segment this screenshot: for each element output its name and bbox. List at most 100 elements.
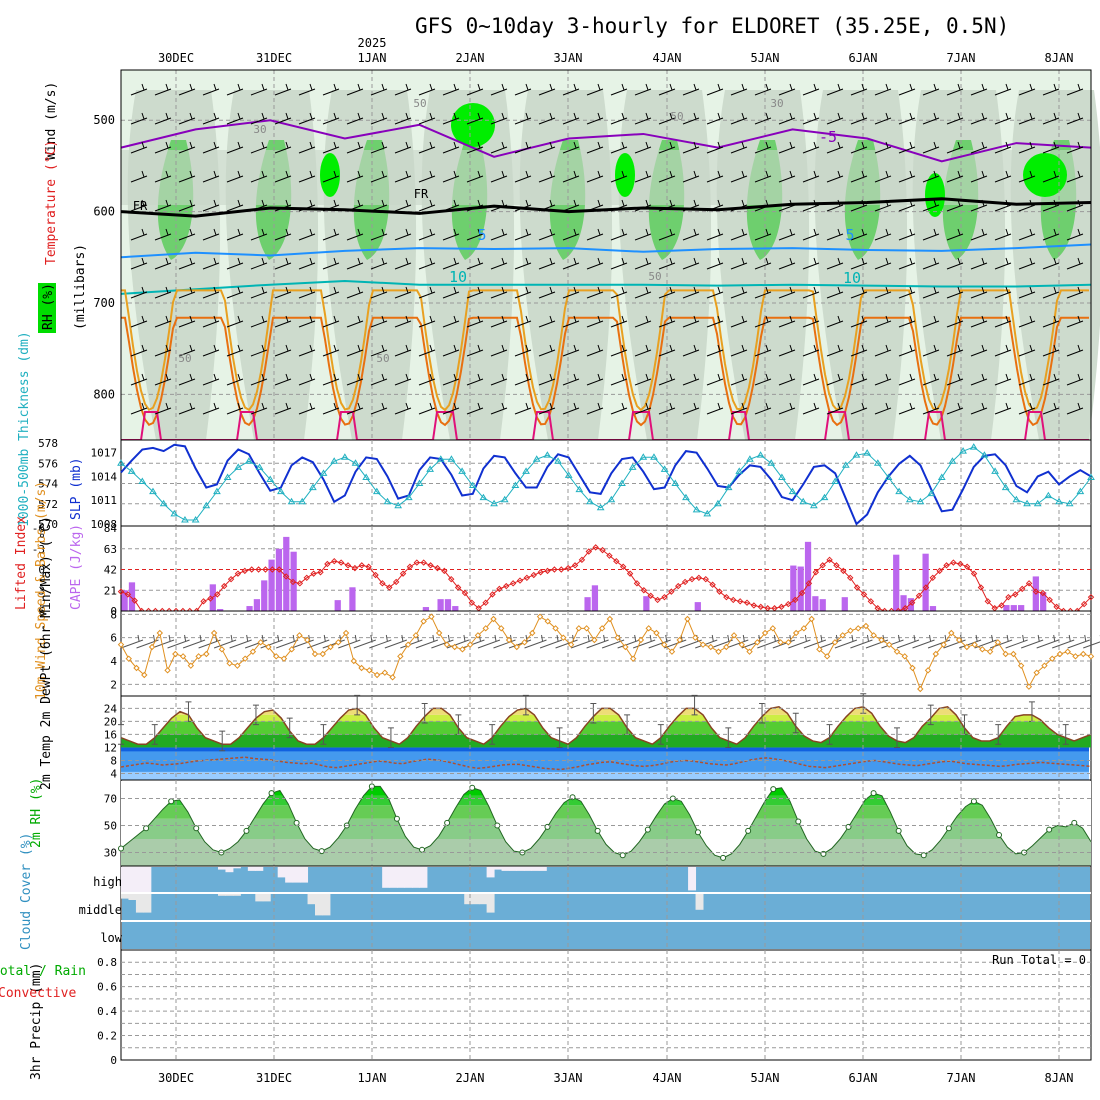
li-point	[1019, 585, 1026, 593]
upper-wind-barb	[826, 315, 844, 328]
upper-wind-barb	[778, 141, 796, 154]
wind-speed-point	[125, 655, 132, 662]
li-point	[1053, 603, 1060, 611]
thickness-point	[991, 467, 999, 474]
upper-wind-barb	[130, 228, 148, 241]
upper-wind-barb	[466, 257, 484, 270]
slp-tick-1017: 1017	[91, 447, 118, 460]
li-point	[675, 582, 682, 590]
upper-wind-barb	[1018, 373, 1036, 386]
upper-wind-barb	[922, 373, 940, 386]
upper-wind-barb	[658, 170, 676, 183]
upper-wind-barb	[226, 402, 244, 415]
upper-wind-barb	[658, 344, 676, 357]
upper-wind-barb	[274, 141, 292, 154]
wind-speed-point	[148, 643, 156, 651]
thickness-point	[969, 443, 978, 450]
cape-bar	[268, 559, 275, 611]
panel-cape-li: -6 -3 0 3 6 84 63 42 21 0 Lifted Index CAPE (J/kg…	[14, 516, 1095, 618]
upper-wind-barb	[610, 228, 628, 241]
wind-speed-point	[389, 674, 396, 681]
upper-wind-barb	[754, 112, 772, 125]
upper-wind-barb	[754, 257, 772, 270]
li-point	[227, 575, 235, 583]
upper-wind-barb	[514, 141, 532, 154]
li-point	[124, 591, 132, 598]
upper-wind-barb	[298, 344, 316, 357]
wind-speed-point	[529, 629, 536, 637]
cloud-high-block	[225, 867, 234, 873]
thickness-point	[500, 495, 509, 503]
cloud-layer-high: high	[93, 875, 122, 889]
wind-speed-point	[203, 650, 210, 658]
cape-tick-21: 21	[104, 584, 117, 597]
li-point	[606, 552, 613, 559]
upper-wind-barb	[130, 344, 148, 357]
isotherm-label-6: 10	[449, 268, 467, 286]
wind-speed-point	[536, 613, 544, 620]
cape-bar	[334, 600, 341, 611]
upper-wind-barb	[346, 257, 364, 270]
upper-wind-barb	[154, 257, 172, 270]
upper-wind-barb	[322, 170, 340, 183]
li-point	[282, 573, 290, 580]
li-point	[255, 566, 262, 573]
li-point	[379, 580, 386, 587]
isotherm-label-4: 5	[477, 226, 486, 244]
thickness-point	[1044, 491, 1053, 499]
temp-band-2	[121, 714, 1091, 722]
cloud-high-block	[404, 867, 413, 888]
thickness-point	[831, 477, 840, 484]
upper-wind-barb	[874, 373, 892, 386]
upper-wind-barb	[226, 257, 244, 270]
thickness-point	[820, 493, 829, 501]
cape-bar	[253, 599, 261, 611]
li-point	[482, 599, 489, 606]
surface-wind-barb	[803, 634, 827, 649]
upper-wind-barb	[298, 286, 316, 299]
cape-tick-0: 0	[110, 605, 117, 618]
upper-wind-barb	[586, 199, 604, 212]
wind-speed-point	[761, 629, 769, 637]
top-day-2JAN: 2JAN	[456, 51, 485, 65]
wind-speed-point	[195, 653, 202, 660]
cloud-high-block	[285, 867, 294, 883]
upper-wind-barb	[682, 257, 700, 270]
upper-wind-barb	[946, 286, 964, 299]
precip-tick-0.2: 0.2	[97, 1030, 117, 1043]
upper-wind-barb	[466, 199, 484, 212]
upper-wind-barb	[178, 228, 196, 241]
upper-wind-barb	[730, 199, 748, 212]
upper-wind-barb	[250, 170, 268, 183]
li-point	[1025, 580, 1033, 587]
upper-wind-barb	[322, 257, 340, 270]
surface-wind-barb	[617, 634, 640, 649]
wind-speed-point	[622, 643, 629, 651]
upper-wind-barb	[322, 228, 340, 241]
thickness-point	[1055, 497, 1063, 505]
rh-point	[870, 790, 877, 797]
li-point	[998, 602, 1005, 609]
wind-speed-point	[723, 643, 730, 651]
upper-wind-barb	[346, 228, 364, 241]
upper-wind-barb	[394, 199, 412, 212]
wind-speed-point	[831, 639, 839, 646]
upper-wind-barb	[298, 402, 316, 415]
isotherm-low-1	[121, 316, 1089, 427]
upper-wind-barb	[706, 199, 724, 212]
upper-wind-barb	[946, 315, 964, 328]
surface-wind-barb	[120, 634, 144, 649]
thickness-point	[287, 497, 296, 505]
legend-total-rain: Total / Rain	[0, 964, 86, 979]
upper-wind-barb	[802, 83, 820, 96]
upper-wind-barb	[922, 286, 940, 299]
rh-tick-70: 70	[104, 793, 117, 806]
upper-wind-barb	[298, 373, 316, 386]
upper-wind-barb	[706, 112, 724, 125]
upper-wind-barb	[994, 228, 1012, 241]
upper-wind-barb	[850, 170, 868, 183]
precip-tick-0.4: 0.4	[97, 1005, 117, 1018]
li-point	[695, 574, 703, 582]
li-point	[234, 570, 242, 577]
wind-speed-point	[948, 629, 955, 637]
